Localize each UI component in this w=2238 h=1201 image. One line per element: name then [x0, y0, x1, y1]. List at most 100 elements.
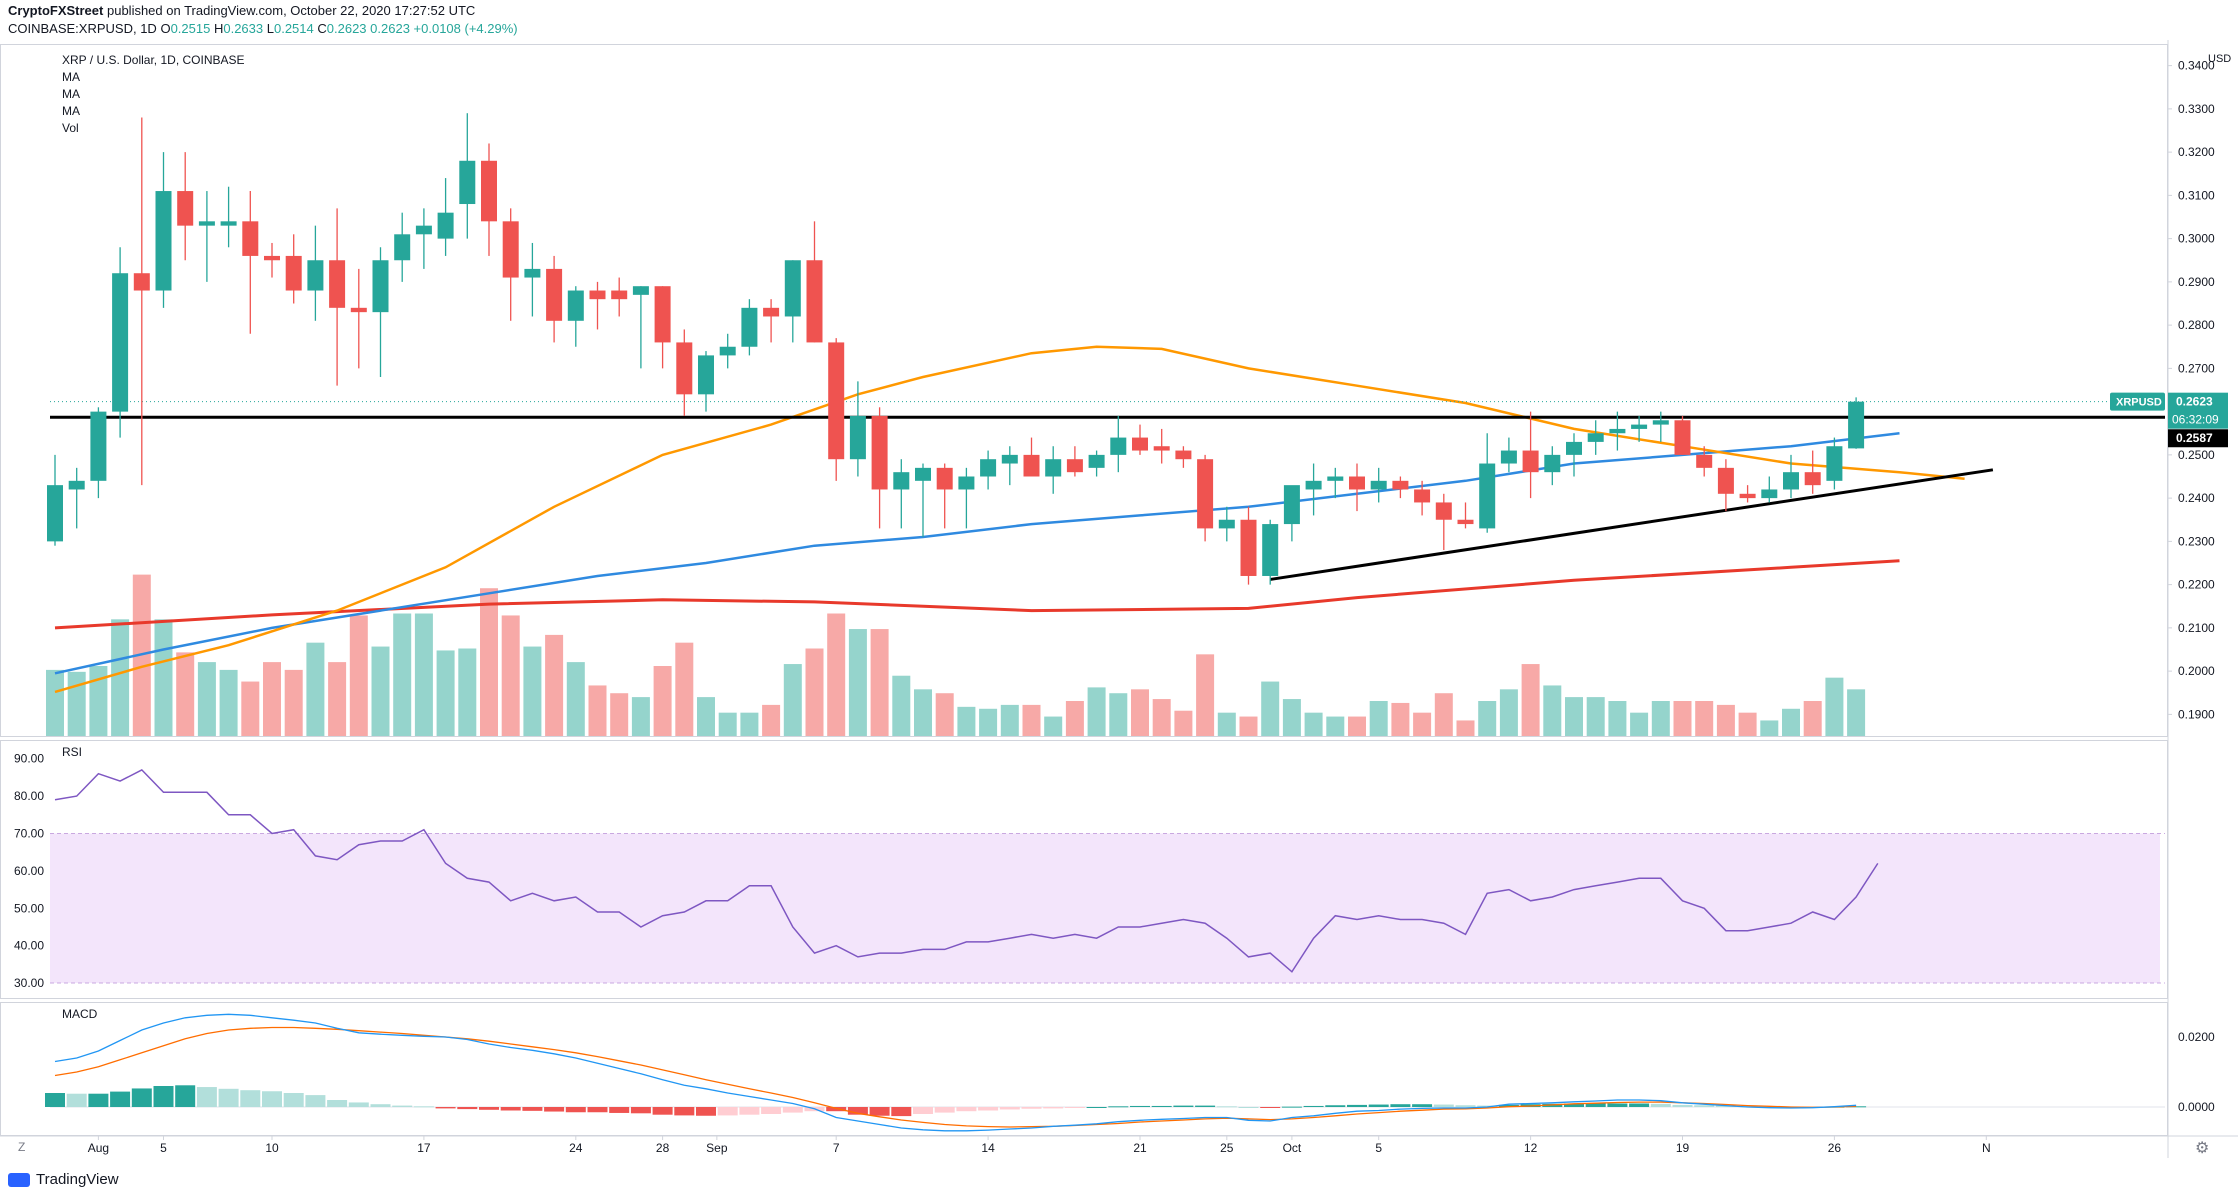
candle-body	[394, 234, 411, 261]
macd-hist-bar	[327, 1100, 348, 1107]
candle-body	[220, 221, 237, 226]
macd-hist-bar	[956, 1107, 977, 1112]
macd-hist-bar	[869, 1107, 890, 1116]
candle-body	[1001, 454, 1018, 464]
volume-bar	[1282, 699, 1301, 736]
candle-body	[763, 307, 780, 317]
macd-hist-bar	[1173, 1105, 1194, 1107]
macd-hist-bar	[1195, 1105, 1216, 1107]
candle-body	[1652, 420, 1669, 425]
last-price-tag-bg	[2168, 392, 2228, 429]
candle-body	[112, 273, 129, 412]
time-tick-label: 24	[569, 1141, 583, 1155]
candle-body	[871, 415, 888, 490]
quote-open-label: O	[160, 21, 171, 36]
candle-body	[1023, 454, 1040, 477]
volume-bar	[1261, 681, 1280, 736]
price-tick-label: 0.2700	[2178, 361, 2215, 375]
legend-title: XRP / U.S. Dollar, 1D, COINBASE	[62, 53, 245, 67]
volume-bar	[1478, 701, 1497, 736]
macd-line	[54, 1013, 1857, 1132]
time-tick-label: Oct	[1283, 1141, 1302, 1155]
price-tick-label: 0.2400	[2178, 491, 2215, 505]
volume-bar	[740, 712, 759, 736]
quote-line: COINBASE:XRPUSD, 1D O0.2515 H0.2633 L0.2…	[8, 21, 518, 36]
candle-body	[459, 160, 476, 205]
macd-hist-bar	[1086, 1107, 1107, 1108]
candle-body	[719, 346, 736, 356]
tradingview-logo[interactable]: TradingView	[8, 1171, 119, 1188]
volume-bar	[241, 681, 260, 736]
legend-item: MA	[62, 70, 80, 84]
volume-bar	[1413, 712, 1432, 736]
candle-body	[1435, 502, 1452, 520]
candle-body	[133, 273, 150, 291]
tradingview-brand: TradingView	[36, 1171, 119, 1188]
macd-hist-bar	[218, 1088, 239, 1107]
macd-hist-bar	[587, 1107, 608, 1113]
chart-canvas[interactable]: RSI MACD 0.34000.33000.32000.31000.30000…	[0, 40, 2238, 1170]
candle-body	[632, 286, 649, 295]
candle-body	[47, 485, 63, 542]
quote-low: 0.2514	[273, 21, 314, 36]
volume-bar	[848, 629, 867, 736]
macd-hist-bar	[1368, 1104, 1389, 1107]
candle-body	[1848, 401, 1865, 449]
quote-high: 0.2633	[223, 21, 264, 36]
volume-bar	[653, 666, 672, 736]
candle-body	[1327, 476, 1344, 481]
candle-body	[1479, 463, 1496, 529]
candle-body	[936, 467, 953, 490]
macd-hist-bar	[847, 1107, 868, 1115]
volume-bar	[1782, 708, 1800, 736]
time-tick-label: 14	[981, 1141, 995, 1155]
candle-body	[1544, 454, 1561, 473]
candle-body	[1088, 454, 1105, 468]
volume-bar	[610, 693, 629, 736]
price-tick-label: 0.1900	[2178, 707, 2215, 721]
volume-bar	[914, 689, 932, 736]
macd-hist-bar	[66, 1093, 87, 1107]
volume-bar	[306, 642, 325, 736]
candle-body	[1175, 450, 1192, 460]
time-tick-label: 21	[1133, 1141, 1147, 1155]
volume-bar	[46, 669, 64, 736]
publisher-name[interactable]: CryptoFXStreet	[8, 3, 104, 18]
price-tick-label: 0.2500	[2178, 448, 2215, 462]
candle-body	[481, 160, 497, 222]
price-tick-label: 0.2300	[2178, 534, 2215, 548]
macd-hist-bar	[782, 1107, 803, 1113]
countdown-tag: 06:32:09	[2172, 413, 2219, 427]
candle-body	[1783, 472, 1799, 490]
candle-body	[1392, 480, 1409, 490]
macd-hist-bar	[88, 1093, 109, 1107]
gear-icon[interactable]: ⚙	[2195, 1140, 2210, 1157]
volume-bar	[1348, 716, 1366, 736]
volume-bar	[67, 671, 86, 736]
macd-hist-bar	[1694, 1105, 1715, 1107]
volume-bar	[697, 697, 715, 736]
candle-body	[285, 255, 302, 291]
candlesticks	[47, 113, 1865, 585]
volume-bar	[892, 675, 911, 736]
volume-bar	[1174, 710, 1193, 736]
volume-bar	[1499, 689, 1518, 736]
macd-hist-bar	[717, 1107, 738, 1116]
macd-hist-bar	[110, 1091, 131, 1107]
macd-title: MACD	[62, 1007, 98, 1021]
macd-hist-bar	[1043, 1107, 1064, 1109]
candle-body	[1457, 519, 1474, 525]
macd-hist-bar	[283, 1093, 304, 1107]
drawn-lines	[50, 401, 2165, 581]
volume-bar	[501, 615, 520, 736]
zoom-button[interactable]: Z	[18, 1140, 26, 1154]
price-tick-label: 0.3000	[2178, 232, 2215, 246]
macd-hist-bar	[1477, 1105, 1498, 1107]
macd-hist-bar	[652, 1107, 673, 1115]
axes: 0.3400 0.3300 0.3200 0.3100 0.3000 0.2900 0.28…	[14, 53, 2231, 1155]
price-tick-label: 0.2100	[2178, 621, 2215, 635]
candle-body	[784, 260, 801, 317]
macd-hist-bar	[1498, 1104, 1519, 1107]
candle-body	[1522, 450, 1539, 473]
macd-hist-bar	[1064, 1107, 1085, 1108]
